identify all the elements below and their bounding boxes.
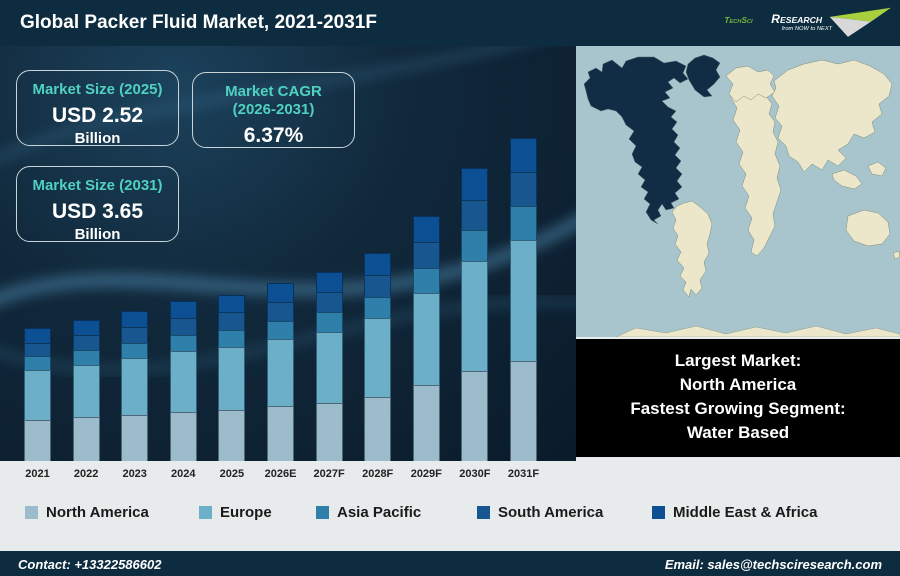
svg-text:TECHSCI: TECHSCI (724, 16, 753, 25)
svg-text:RESEARCH: RESEARCH (771, 12, 823, 26)
svg-text:from NOW to NEXT: from NOW to NEXT (782, 26, 833, 32)
